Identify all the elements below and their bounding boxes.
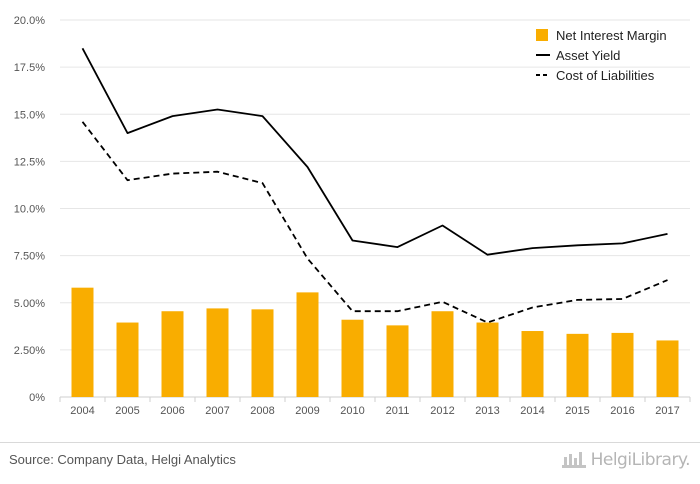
- bar: [296, 292, 319, 397]
- y-tick-label: 10.0%: [14, 204, 45, 216]
- bar: [656, 340, 679, 397]
- bar: [206, 308, 229, 397]
- y-tick-label: 0%: [29, 392, 45, 404]
- source-text: Source: Company Data, Helgi Analytics: [9, 452, 236, 467]
- y-tick-label: 17.5%: [14, 62, 45, 74]
- asset-yield-line: [81, 47, 668, 256]
- series-lines: [81, 47, 668, 324]
- x-tick-label: 2006: [160, 405, 184, 417]
- cost-of-liabilities-line: [81, 121, 668, 324]
- brand-logo: HelgiLibrary.: [561, 449, 691, 471]
- y-tick-label: 12.5%: [14, 156, 45, 168]
- x-tick-label: 2010: [340, 405, 364, 417]
- legend-label: Cost of Liabilities: [556, 68, 655, 83]
- bars: [71, 287, 679, 397]
- x-tick-label: 2008: [250, 405, 274, 417]
- library-icon: [561, 452, 586, 468]
- bar: [341, 319, 364, 397]
- x-tick-label: 2015: [565, 405, 589, 417]
- gridlines: [60, 19, 690, 351]
- x-tick-label: 2016: [610, 405, 634, 417]
- y-tick-label: 15.0%: [14, 109, 45, 121]
- bar: [521, 331, 544, 397]
- x-axis: 2004 2005 2006 2007 2008 2009 2010 2011 2012 2013…: [59, 396, 691, 417]
- x-tick-label: 2005: [115, 405, 139, 417]
- bar: [71, 287, 94, 397]
- y-tick-label: 5.00%: [14, 298, 45, 310]
- bar: [476, 322, 499, 397]
- bar: [386, 325, 409, 397]
- brand-text: HelgiLibrary.: [590, 450, 691, 470]
- bar: [611, 332, 634, 397]
- legend-label: Net Interest Margin: [556, 28, 667, 43]
- y-tick-label: 20.0%: [14, 15, 45, 27]
- legend-label: Asset Yield: [556, 48, 620, 63]
- y-tick-label: 7.50%: [14, 251, 45, 263]
- x-tick-label: 2013: [475, 405, 499, 417]
- x-tick-label: 2011: [386, 405, 410, 417]
- x-tick-label: 2004: [70, 405, 94, 417]
- bar: [161, 311, 184, 397]
- bar: [431, 311, 454, 397]
- legend: Net Interest Margin Asset Yield Cost of Li…: [536, 28, 667, 83]
- x-tick-label: 2012: [430, 405, 454, 417]
- chart: 0% 2.50% 5.00% 7.50% 10.0% 12.5% 15.0% 17.5% 20.…: [14, 15, 691, 417]
- bar: [116, 322, 139, 397]
- x-tick-label: 2017: [655, 405, 679, 417]
- x-tick-label: 2007: [205, 405, 229, 417]
- y-axis: 0% 2.50% 5.00% 7.50% 10.0% 12.5% 15.0% 17.5% 20.…: [14, 15, 45, 404]
- x-tick-label: 2009: [295, 405, 319, 417]
- footer: Source: Company Data, Helgi Analytics He…: [0, 442, 700, 484]
- x-tick-label: 2014: [520, 405, 544, 417]
- legend-swatch: [536, 29, 548, 41]
- y-tick-label: 2.50%: [14, 345, 45, 357]
- bar: [251, 309, 274, 397]
- bar: [566, 333, 589, 397]
